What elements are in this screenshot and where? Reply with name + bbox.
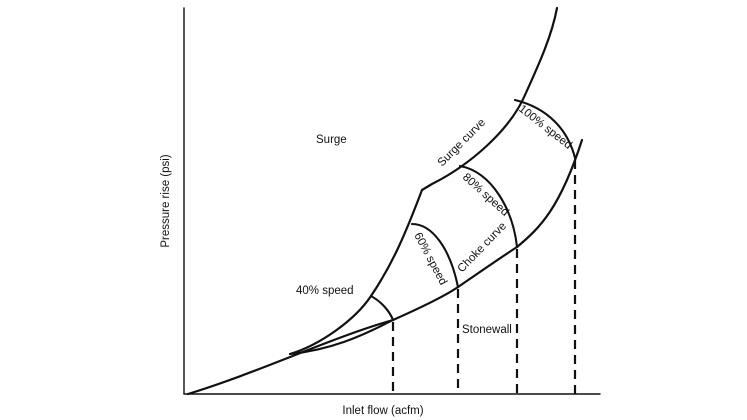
x-axis-label: Inlet flow (acfm) [342,405,423,417]
surge-curve-label: Surge curve [436,117,488,169]
stonewall-region-label: Stonewall [462,324,512,336]
speed-line-100 [513,98,577,160]
surge-region-label: Surge [316,134,347,146]
speed-line-80 [458,164,519,249]
choke-curve-label: Choke curve [456,220,509,275]
speed-label-100: 100% speed [516,103,574,152]
speed-line-40 [288,318,395,356]
choke-curve-line [186,138,584,396]
speed-line-60 [410,222,460,289]
speed-label-60: 60% speed [411,231,449,287]
surge-curve-line [288,6,559,356]
speed-label-40: 40% speed [296,285,354,297]
y-axis-label: Pressure rise (psi) [160,154,172,247]
speed-line-40-arc [369,294,395,322]
